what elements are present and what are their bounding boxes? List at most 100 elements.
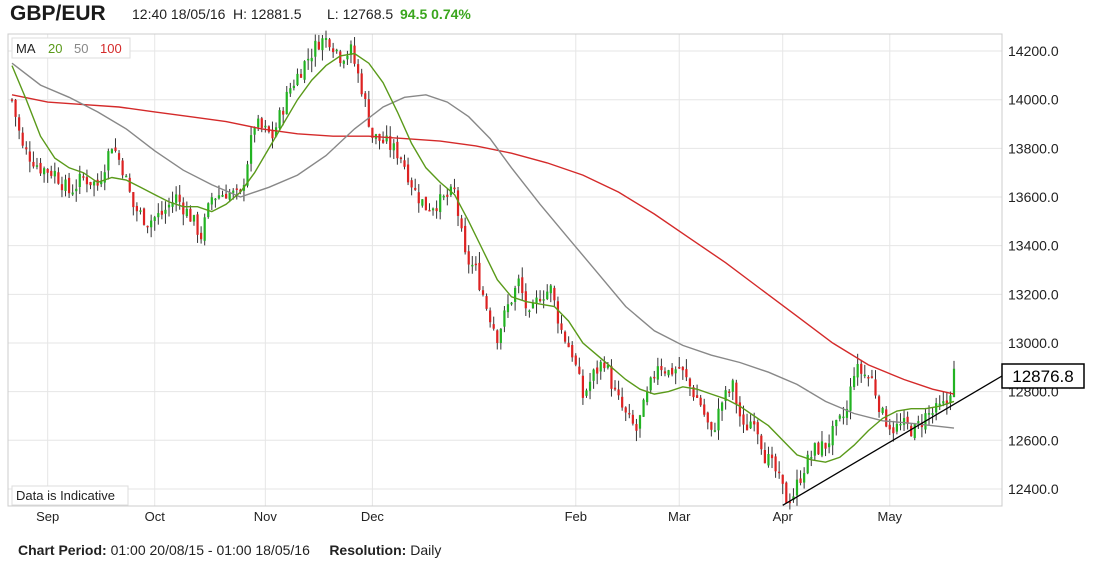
candle-down: [735, 382, 738, 404]
candle-down: [474, 263, 477, 266]
candle-down: [121, 160, 124, 176]
candle-up: [439, 194, 442, 213]
candle-down: [18, 117, 21, 131]
candle-down: [396, 141, 399, 159]
candle-up: [949, 395, 952, 404]
trend-line-layer: [782, 375, 1003, 506]
candle-up: [203, 217, 206, 241]
candle-up: [421, 199, 424, 206]
last-price-box: 12876.8: [1001, 363, 1085, 389]
candle-down: [635, 424, 638, 431]
candle-up: [175, 194, 178, 203]
change-value: 94.5 0.74%: [400, 6, 471, 22]
candle-up: [931, 413, 934, 415]
last-price-value: 12876.8: [1012, 367, 1073, 386]
candle-down: [563, 331, 567, 342]
candle-down: [571, 344, 574, 358]
ma50-line: [11, 62, 955, 429]
x-tick-label: May: [877, 509, 902, 524]
candle-up: [171, 202, 174, 207]
candle-down: [785, 482, 788, 504]
candle-down: [877, 396, 881, 412]
candle-down: [357, 64, 360, 74]
candles-layer: [10, 30, 956, 510]
candle-up: [249, 135, 253, 164]
candle-down: [435, 208, 438, 212]
candle-down: [46, 168, 49, 173]
candle-up: [674, 369, 677, 374]
candle-down: [817, 442, 820, 455]
candle-up: [153, 217, 156, 221]
candle-down: [135, 205, 138, 212]
candle-down: [706, 412, 709, 423]
candle-up: [749, 421, 752, 429]
candle-down: [496, 330, 499, 344]
candle-up: [192, 215, 196, 222]
candle-up: [810, 457, 813, 459]
candle-down: [660, 365, 663, 371]
candle-up: [902, 418, 906, 425]
candle-down: [521, 277, 524, 294]
candle-up: [139, 210, 142, 212]
candle-down: [478, 262, 481, 290]
candle-up: [820, 441, 824, 456]
resolution-value: Daily: [410, 542, 442, 558]
candle-down: [788, 501, 791, 504]
candle-up: [899, 423, 902, 426]
candle-up: [588, 381, 592, 391]
candle-down: [489, 310, 492, 323]
period-label: Chart Period:: [18, 542, 107, 558]
candle-up: [157, 213, 160, 218]
candle-up: [528, 310, 531, 313]
candle-down: [456, 190, 460, 216]
candle-down: [67, 177, 71, 194]
ma-legend-20: 20: [48, 41, 62, 56]
candle-down: [653, 376, 656, 379]
candle-down: [21, 132, 24, 146]
candle-down: [756, 422, 759, 435]
candle-down: [745, 424, 749, 431]
candle-up: [599, 361, 602, 372]
candle-up: [257, 118, 260, 128]
candle-up: [642, 399, 645, 417]
candle-down: [581, 375, 585, 398]
candle-up: [852, 375, 856, 388]
candle-up: [927, 413, 931, 415]
candle-down: [371, 127, 374, 138]
candle-down: [50, 170, 53, 176]
candle-up: [278, 110, 281, 129]
candle-down: [870, 376, 874, 378]
low-value: L: 12768.5: [327, 6, 394, 22]
candle-down: [117, 153, 121, 160]
candle-up: [842, 416, 845, 419]
candle-down: [403, 160, 406, 167]
candle-down: [617, 389, 620, 396]
candle-down: [453, 187, 456, 190]
candle-down: [89, 182, 92, 186]
candle-up: [246, 164, 249, 186]
candle-up: [806, 454, 809, 474]
candle-up: [542, 299, 545, 301]
candle-up: [517, 278, 520, 287]
candle-down: [753, 421, 756, 425]
candle-down: [464, 225, 467, 253]
candle-up: [210, 197, 213, 205]
candle-down: [574, 355, 577, 365]
candle-down: [282, 110, 285, 115]
candle-down: [596, 367, 599, 374]
candle-up: [150, 220, 153, 228]
candle-down: [200, 232, 203, 240]
y-axis: 12400.012600.012800.013000.013200.013400…: [1008, 43, 1059, 497]
candle-up: [863, 374, 866, 377]
candle-up: [952, 368, 956, 398]
candle-down: [481, 290, 485, 295]
candle-down: [260, 118, 263, 128]
candle-down: [128, 177, 131, 192]
moving-averages-layer: [11, 52, 955, 463]
candle-down: [25, 147, 28, 150]
y-tick-label: 13600.0: [1008, 189, 1059, 205]
candle-down: [799, 478, 802, 483]
resolution-label: Resolution:: [329, 542, 407, 558]
x-axis: Sep Oct Nov Dec Feb Mar Apr May: [36, 509, 902, 524]
candle-up: [803, 473, 806, 483]
